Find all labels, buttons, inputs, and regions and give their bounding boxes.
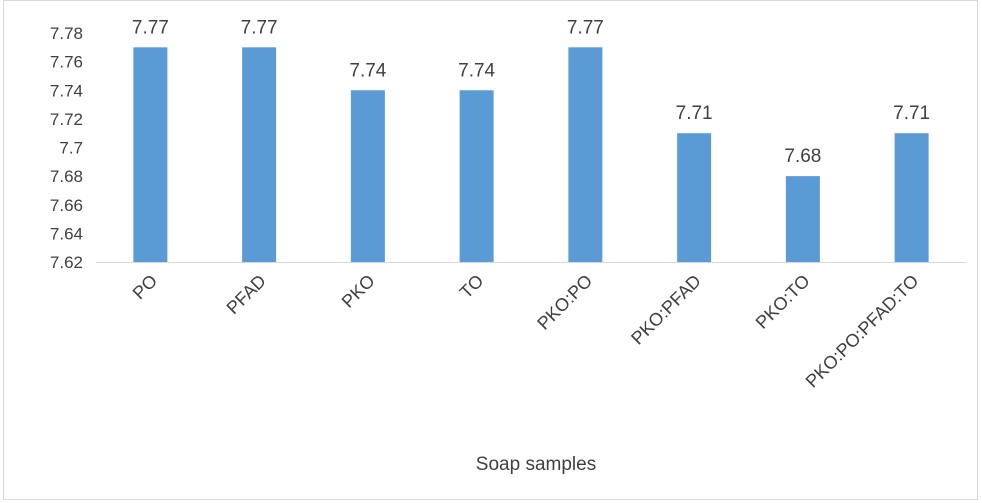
y-tick-label: 7.74 — [50, 81, 83, 100]
x-axis-categories: PO PFAD PKO TO PKO:PO PKO:PFAD PKO:TOPKO:PO:PF… — [129, 271, 923, 392]
data-label: 7.74 — [458, 60, 495, 81]
x-axis-title: Soap samples — [476, 454, 596, 475]
data-label: 7.74 — [349, 60, 386, 81]
y-tick-label: 7.72 — [50, 110, 83, 129]
x-category-label: PKO:PFAD — [627, 271, 705, 349]
bar — [677, 133, 712, 262]
bar — [242, 47, 277, 262]
y-tick-label: 7.64 — [50, 224, 83, 243]
bar — [894, 133, 929, 262]
x-category-label: PKO:TO — [752, 271, 814, 333]
data-label: 7.77 — [241, 17, 278, 38]
bars — [133, 47, 929, 262]
data-label: 7.68 — [784, 146, 821, 167]
chart-frame — [3, 0, 978, 500]
data-labels: 7.77 7.77 7.74 7.74 7.77 7.71 7.68 7.71 — [132, 17, 930, 167]
bar — [350, 90, 385, 262]
y-tick-label: 7.76 — [50, 53, 83, 72]
x-category-label: PKO — [338, 271, 379, 312]
x-category-label: TO — [456, 271, 488, 303]
y-axis-ticks: 7.62 7.64 7.66 7.68 7.7 7.72 7.74 7.76 7.78 — [50, 24, 83, 272]
y-tick-label: 7.7 — [59, 139, 83, 158]
data-label: 7.77 — [567, 17, 604, 38]
x-category-label: PO — [129, 271, 162, 304]
bar — [459, 90, 494, 262]
x-category-label: PFAD — [223, 271, 270, 318]
x-category-label: PKO:PO:PFAD:TO — [802, 271, 923, 392]
x-category-label: PKO:PO — [533, 271, 596, 334]
y-tick-label: 7.68 — [50, 167, 83, 186]
bar — [133, 47, 168, 262]
bar — [568, 47, 603, 262]
data-label: 7.71 — [676, 103, 713, 124]
data-label: 7.77 — [132, 17, 169, 38]
data-label: 7.71 — [893, 103, 930, 124]
y-tick-label: 7.66 — [50, 196, 83, 215]
y-tick-label: 7.78 — [50, 24, 83, 43]
y-tick-label: 7.62 — [50, 253, 83, 272]
bar — [785, 176, 820, 262]
